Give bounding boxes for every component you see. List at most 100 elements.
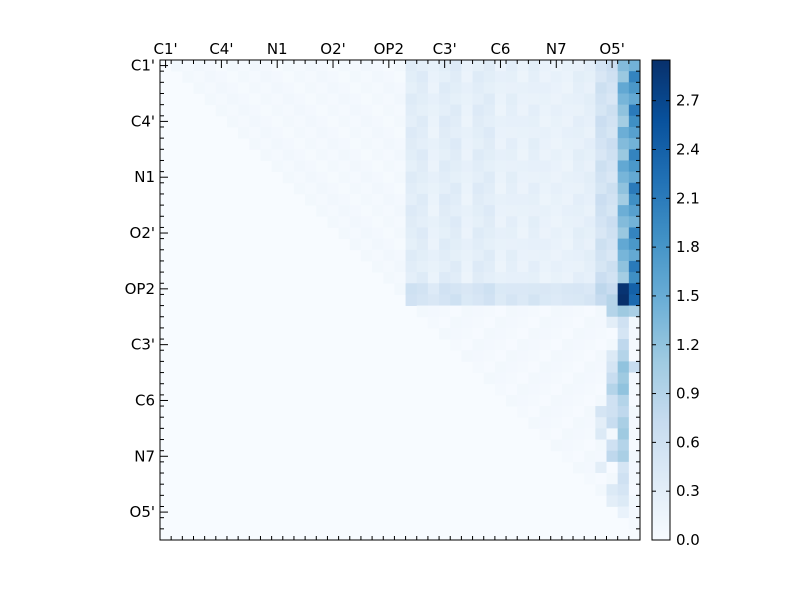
heatmap-cell: [305, 149, 317, 161]
heatmap-cell: [517, 171, 529, 184]
heatmap-cell: [595, 171, 607, 184]
heatmap-cell: [494, 350, 507, 362]
heatmap-cell: [584, 294, 596, 306]
heatmap-cell: [617, 283, 630, 295]
heatmap-cell: [606, 115, 619, 128]
heatmap-cell: [573, 238, 585, 251]
heatmap-cell: [383, 205, 395, 217]
heatmap-cell: [483, 238, 496, 251]
heatmap-cell: [506, 316, 518, 329]
heatmap-cell: [561, 350, 574, 362]
heatmap-cell: [383, 182, 395, 195]
heatmap-cell: [338, 60, 351, 72]
heatmap-cell: [461, 283, 473, 295]
heatmap-cell: [506, 249, 518, 262]
heatmap-cell: [271, 115, 284, 128]
heatmap-cell: [327, 171, 339, 184]
heatmap-cell: [494, 104, 507, 117]
heatmap-cell: [494, 115, 507, 128]
heatmap-cell: [372, 138, 384, 150]
heatmap-cell: [439, 126, 451, 139]
heatmap-cell: [450, 249, 462, 262]
heatmap-cell: [584, 394, 596, 407]
heatmap-cell: [595, 104, 607, 117]
heatmap-cell: [617, 126, 630, 139]
heatmap-cell: [606, 484, 619, 496]
heatmap-cell: [517, 115, 529, 128]
heatmap-cell: [405, 138, 418, 150]
heatmap-cell: [528, 272, 540, 284]
heatmap-cell: [595, 383, 607, 396]
heatmap-cell: [305, 93, 317, 106]
heatmap-cell: [628, 383, 641, 396]
heatmap-cell: [628, 361, 641, 373]
heatmap-cell: [584, 249, 596, 262]
heatmap-cell: [506, 260, 518, 273]
heatmap-cell: [628, 428, 641, 440]
heatmap-cell: [606, 428, 619, 440]
heatmap-cell: [461, 71, 473, 83]
heatmap-cell: [282, 93, 295, 106]
heatmap-cell: [595, 406, 607, 418]
heatmap-cell: [483, 93, 496, 106]
heatmap-cell: [293, 126, 306, 139]
heatmap-cell: [349, 60, 362, 72]
heatmap-cell: [584, 461, 596, 474]
heatmap-cell: [606, 495, 619, 507]
heatmap-cell: [316, 138, 328, 150]
heatmap-cell: [550, 138, 563, 150]
heatmap-cell: [483, 60, 496, 72]
heatmap-cell: [439, 93, 451, 106]
heatmap-cell: [517, 93, 529, 106]
heatmap-cell: [528, 372, 540, 385]
heatmap-cell: [606, 394, 619, 407]
heatmap-cell: [427, 216, 440, 228]
heatmap-cell: [528, 227, 540, 239]
heatmap-cell: [595, 327, 607, 340]
heatmap-cell: [338, 71, 351, 83]
heatmap-cell: [573, 394, 585, 407]
heatmap-cell: [427, 205, 440, 217]
heatmap-cell: [483, 260, 496, 273]
heatmap-cell: [260, 104, 273, 117]
heatmap-cell: [617, 394, 630, 407]
heatmap-cell: [215, 104, 228, 117]
heatmap-cell: [249, 104, 261, 117]
heatmap-cell: [439, 182, 451, 195]
heatmap-cell: [517, 238, 529, 251]
x-tick-label: O2': [320, 40, 345, 58]
heatmap-cell: [204, 71, 217, 83]
heatmap-cell: [606, 205, 619, 217]
heatmap-cell: [360, 205, 373, 217]
heatmap-cell: [606, 227, 619, 239]
heatmap-cell: [271, 149, 284, 161]
heatmap-cell: [550, 182, 563, 195]
heatmap-cell: [606, 238, 619, 251]
heatmap-cell: [539, 205, 552, 217]
heatmap-cell: [461, 82, 473, 94]
heatmap-cell: [528, 327, 540, 340]
heatmap-cell: [584, 82, 596, 94]
heatmap-cell: [606, 361, 619, 373]
heatmap-cell: [550, 327, 563, 340]
heatmap-cell: [595, 93, 607, 106]
x-tick-label: C3': [433, 40, 457, 58]
heatmap-cell: [550, 238, 563, 251]
heatmap-cell: [573, 171, 585, 184]
heatmap-cell: [293, 138, 306, 150]
heatmap-cell: [483, 138, 496, 150]
heatmap-cell: [573, 428, 585, 440]
heatmap-cell: [483, 182, 496, 195]
heatmap-cell: [338, 138, 351, 150]
colorbar-tick-label: 0.9: [676, 385, 700, 403]
heatmap-cell: [573, 283, 585, 295]
heatmap-cell: [561, 138, 574, 150]
heatmap-cell: [416, 205, 429, 217]
heatmap-cell: [494, 238, 507, 251]
heatmap-cell: [439, 283, 451, 295]
heatmap-cell: [249, 138, 261, 150]
heatmap-cell: [360, 60, 373, 72]
heatmap-cell: [573, 138, 585, 150]
heatmap-cell: [494, 294, 507, 306]
heatmap-cell: [584, 227, 596, 239]
